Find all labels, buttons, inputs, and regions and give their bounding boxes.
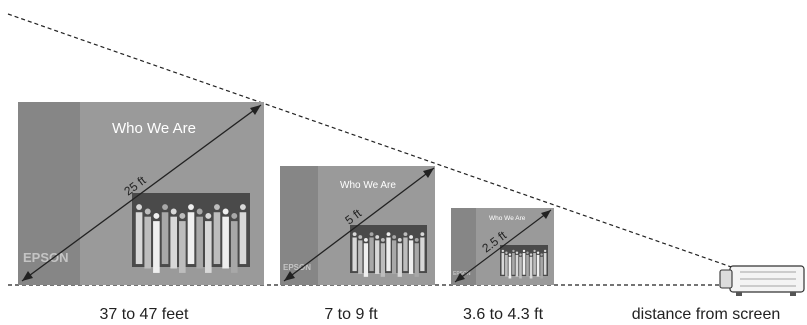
person-head bbox=[512, 249, 515, 253]
person-body bbox=[526, 254, 529, 277]
person-body bbox=[135, 212, 143, 265]
person-head bbox=[533, 249, 536, 253]
person-head bbox=[188, 204, 194, 211]
person-head bbox=[239, 204, 246, 211]
person-head bbox=[392, 235, 397, 239]
diagonal-arrow-large bbox=[21, 104, 262, 282]
diagonal-arrow-medium bbox=[283, 167, 435, 282]
slide-title: Who We Are bbox=[112, 120, 196, 137]
person-head bbox=[501, 249, 505, 253]
person-head bbox=[214, 204, 220, 211]
person-head bbox=[162, 204, 168, 211]
slide-title: Who We Are bbox=[340, 180, 396, 191]
person-body bbox=[501, 253, 505, 275]
person-head bbox=[153, 212, 160, 219]
person-head bbox=[358, 235, 363, 239]
person-body bbox=[205, 221, 212, 273]
person-head bbox=[369, 232, 374, 237]
person-body bbox=[420, 237, 425, 272]
person-head bbox=[196, 208, 203, 215]
person-head bbox=[375, 235, 380, 239]
person-head bbox=[505, 251, 508, 254]
distance-label-large: 37 to 47 feet bbox=[100, 306, 190, 323]
person-body bbox=[239, 212, 247, 265]
person-head bbox=[363, 237, 368, 242]
projector-icon bbox=[719, 265, 805, 296]
person-body bbox=[153, 221, 160, 273]
slide-title: Who We Are bbox=[489, 215, 526, 222]
person-head bbox=[409, 235, 414, 239]
person-body bbox=[508, 256, 512, 279]
person-body bbox=[512, 253, 515, 275]
person-body bbox=[375, 240, 380, 274]
person-body bbox=[397, 243, 402, 277]
distance-label-medium: 7 to 9 ft bbox=[324, 306, 378, 323]
person-body bbox=[170, 216, 177, 269]
person-head bbox=[231, 212, 238, 219]
person-head bbox=[386, 232, 391, 237]
person-body bbox=[213, 212, 221, 265]
person-body bbox=[536, 254, 540, 277]
person-body bbox=[187, 212, 195, 265]
person-body bbox=[230, 221, 238, 273]
person-head bbox=[380, 237, 385, 242]
group-photo bbox=[350, 225, 427, 277]
person-body bbox=[414, 243, 419, 277]
person-body bbox=[380, 243, 386, 277]
person-head bbox=[170, 208, 177, 215]
person-body bbox=[540, 256, 543, 279]
person-head bbox=[403, 232, 408, 237]
person-body bbox=[515, 254, 519, 277]
person-body bbox=[161, 212, 169, 265]
projection-cone-top-line bbox=[7, 13, 741, 271]
person-body bbox=[533, 253, 536, 275]
person-head bbox=[515, 251, 519, 254]
person-body bbox=[352, 237, 357, 272]
person-body bbox=[391, 240, 397, 274]
person-head bbox=[540, 253, 543, 256]
person-head bbox=[136, 204, 143, 211]
person-body bbox=[358, 240, 363, 274]
person-head bbox=[205, 212, 212, 219]
person-body bbox=[144, 216, 152, 269]
person-head bbox=[397, 237, 402, 242]
person-body bbox=[179, 221, 186, 273]
person-body bbox=[196, 216, 203, 269]
person-body bbox=[403, 237, 408, 272]
person-body bbox=[222, 216, 229, 269]
group-photo bbox=[500, 245, 548, 279]
person-head bbox=[414, 237, 419, 242]
brand-logo: EPSON bbox=[453, 271, 471, 277]
brand-logo: EPSON bbox=[23, 250, 69, 265]
person-head bbox=[144, 208, 151, 215]
person-head bbox=[519, 253, 522, 256]
person-head bbox=[522, 249, 526, 253]
group-photo bbox=[132, 193, 250, 273]
person-body bbox=[363, 243, 369, 277]
person-head bbox=[536, 251, 540, 254]
person-body bbox=[408, 240, 414, 274]
person-head bbox=[543, 249, 547, 253]
person-body bbox=[522, 253, 526, 275]
person-body bbox=[505, 254, 508, 277]
person-body bbox=[386, 237, 391, 272]
person-body bbox=[519, 256, 522, 279]
person-body bbox=[543, 253, 547, 275]
distance-from-screen-label: distance from screen bbox=[632, 306, 781, 323]
person-head bbox=[526, 251, 529, 254]
person-head bbox=[179, 212, 186, 219]
distance-label-small: 3.6 to 4.3 ft bbox=[463, 306, 544, 323]
person-head bbox=[529, 253, 533, 256]
person-head bbox=[352, 232, 357, 237]
person-head bbox=[222, 208, 229, 215]
brand-logo: EPSON bbox=[283, 263, 311, 272]
person-body bbox=[369, 237, 374, 272]
person-head bbox=[508, 253, 512, 256]
diagonal-arrow-small bbox=[454, 209, 552, 283]
person-body bbox=[529, 256, 533, 279]
person-head bbox=[420, 232, 425, 237]
